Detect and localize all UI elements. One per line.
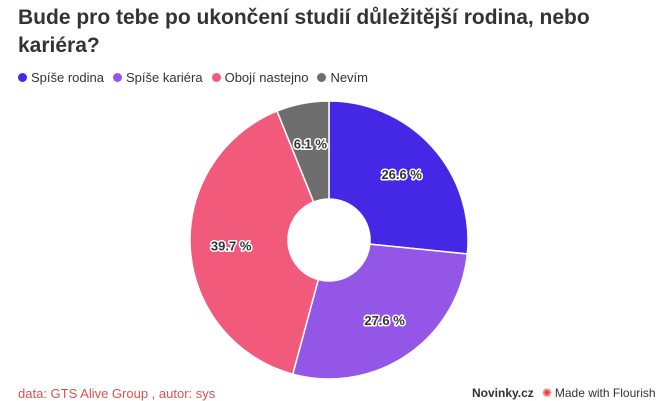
slice-label: 39.7 % (211, 238, 252, 253)
slice-label: 26.6 % (381, 167, 422, 182)
legend-swatch (211, 73, 221, 82)
legend-swatch (317, 73, 327, 82)
source-note: data: GTS Alive Group , autor: sys (18, 386, 216, 401)
legend-swatch (18, 73, 27, 82)
legend-swatch (113, 73, 122, 82)
flourish-credit[interactable]: ✺ Made with Flourish (542, 386, 656, 400)
flourish-credit-label: Made with Flourish (554, 386, 656, 400)
slice-spise-rodina[interactable] (328, 100, 469, 255)
legend-item-oboji-nastejno[interactable]: Obojí nastejno (211, 70, 309, 85)
brand-logo[interactable]: Novinky.cz (472, 386, 534, 400)
slice-nevim[interactable] (276, 100, 330, 203)
legend: Spíše rodina Spíše kariéra Obojí nastejn… (18, 70, 377, 85)
legend-item-spise-kariera[interactable]: Spíše kariéra (113, 70, 203, 85)
legend-label: Spíše rodina (31, 70, 104, 85)
slice-label: 6.1 % (294, 136, 328, 151)
legend-item-nevim[interactable]: Nevím (317, 70, 368, 85)
chart-title: Bude pro tebe po ukončení studií důležit… (18, 6, 590, 57)
legend-label: Obojí nastejno (224, 70, 309, 85)
slice-label: 27.6 % (364, 313, 405, 328)
legend-label: Nevím (330, 70, 368, 85)
slice-spise-kariera[interactable] (291, 243, 469, 380)
legend-item-spise-rodina[interactable]: Spíše rodina (18, 70, 104, 85)
slice-oboji-nastejno[interactable] (189, 110, 320, 376)
legend-label: Spíše kariéra (126, 70, 203, 85)
footer-branding: Novinky.cz ✺ Made with Flourish (472, 386, 656, 400)
flourish-logo-icon: ✺ (541, 386, 552, 400)
